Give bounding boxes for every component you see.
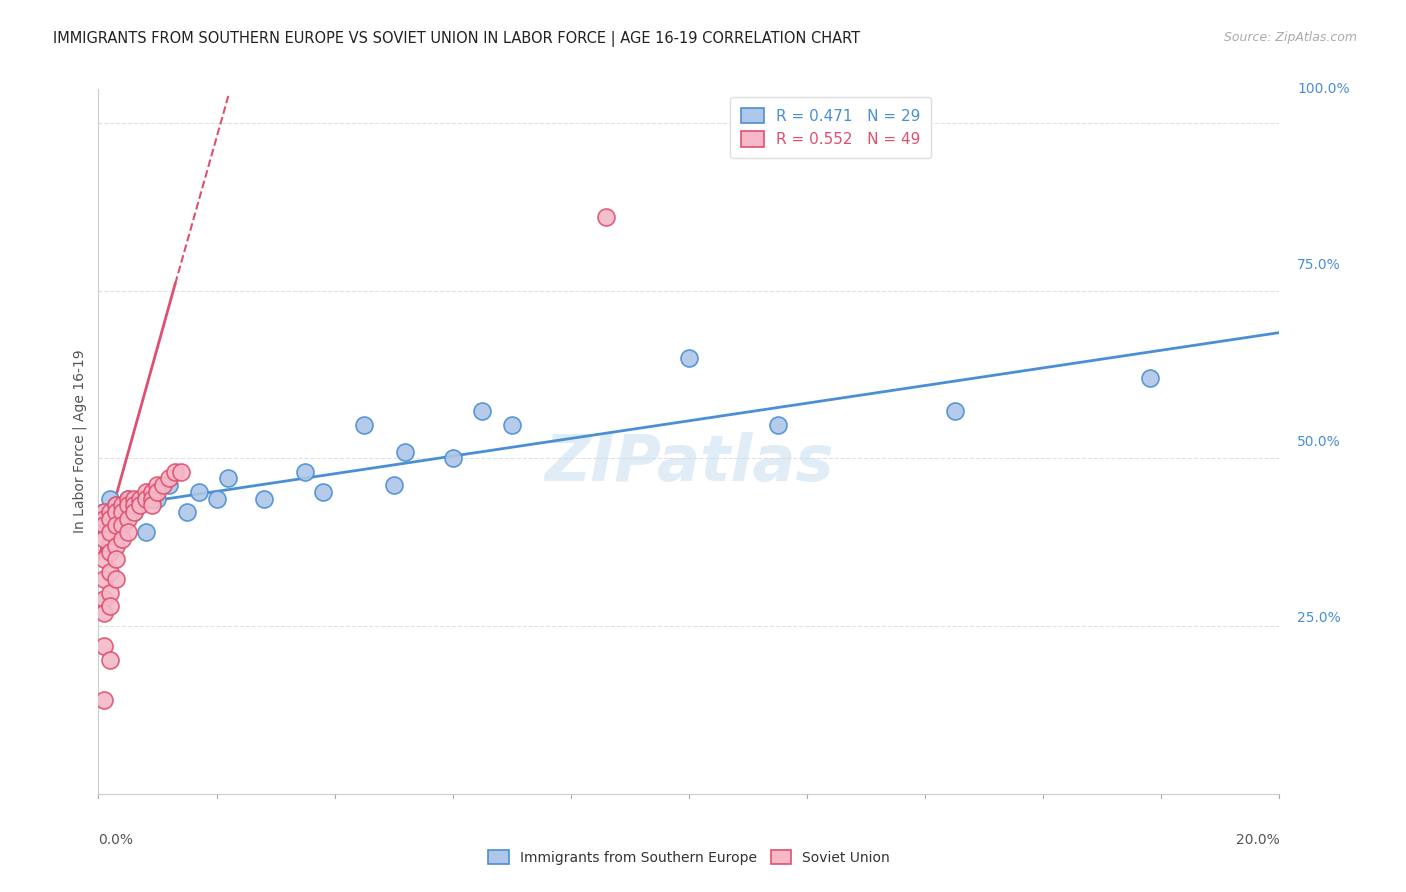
Point <box>135 491 157 506</box>
Text: 50.0%: 50.0% <box>1298 434 1341 449</box>
Point <box>128 491 150 506</box>
Point <box>135 525 157 540</box>
Point <box>98 491 121 506</box>
Point <box>105 518 128 533</box>
Point <box>176 505 198 519</box>
Point <box>105 498 128 512</box>
Point <box>105 572 128 586</box>
Point <box>766 417 789 432</box>
Point <box>141 491 163 506</box>
Point <box>382 478 405 492</box>
Text: 100.0%: 100.0% <box>1298 82 1350 96</box>
Point <box>122 505 145 519</box>
Point <box>157 478 180 492</box>
Point <box>146 484 169 499</box>
Point <box>117 491 139 506</box>
Point <box>312 484 335 499</box>
Point <box>93 532 115 546</box>
Point <box>111 518 134 533</box>
Point <box>471 404 494 418</box>
Point <box>187 484 209 499</box>
Point <box>141 484 163 499</box>
Text: 25.0%: 25.0% <box>1298 611 1341 624</box>
Point <box>117 512 139 526</box>
Point <box>394 444 416 458</box>
Point <box>678 351 700 365</box>
Text: 0.0%: 0.0% <box>98 832 134 847</box>
Point <box>595 210 617 224</box>
Point <box>253 491 276 506</box>
Point <box>93 512 115 526</box>
Point <box>1139 371 1161 385</box>
Text: 75.0%: 75.0% <box>1298 259 1341 272</box>
Point <box>93 505 115 519</box>
Point <box>93 518 115 533</box>
Point <box>141 498 163 512</box>
Point <box>111 518 134 533</box>
Point <box>105 498 128 512</box>
Point <box>294 465 316 479</box>
Point <box>98 585 121 599</box>
Point <box>441 451 464 466</box>
Y-axis label: In Labor Force | Age 16-19: In Labor Force | Age 16-19 <box>73 350 87 533</box>
Point <box>93 592 115 607</box>
Point <box>501 417 523 432</box>
Text: Source: ZipAtlas.com: Source: ZipAtlas.com <box>1223 31 1357 45</box>
Point <box>135 484 157 499</box>
Point <box>117 525 139 540</box>
Point <box>98 653 121 667</box>
Point <box>93 572 115 586</box>
Text: 20.0%: 20.0% <box>1236 832 1279 847</box>
Point <box>98 505 121 519</box>
Point <box>98 525 121 540</box>
Legend: Immigrants from Southern Europe, Soviet Union: Immigrants from Southern Europe, Soviet … <box>481 843 897 871</box>
Text: ZIPatlas: ZIPatlas <box>544 432 834 493</box>
Point <box>93 639 115 653</box>
Point <box>157 471 180 485</box>
Point <box>152 478 174 492</box>
Point <box>111 498 134 512</box>
Point <box>170 465 193 479</box>
Point <box>146 491 169 506</box>
Point <box>93 518 115 533</box>
Point <box>117 491 139 506</box>
Point <box>943 404 966 418</box>
Point <box>98 512 121 526</box>
Point <box>98 599 121 613</box>
Point <box>122 498 145 512</box>
Point <box>93 505 115 519</box>
Point <box>98 545 121 559</box>
Point <box>105 505 128 519</box>
Point <box>141 484 163 499</box>
Point <box>105 539 128 553</box>
Point <box>111 505 134 519</box>
Point <box>122 491 145 506</box>
Text: IMMIGRANTS FROM SOUTHERN EUROPE VS SOVIET UNION IN LABOR FORCE | AGE 16-19 CORRE: IMMIGRANTS FROM SOUTHERN EUROPE VS SOVIE… <box>53 31 860 47</box>
Point <box>122 505 145 519</box>
Point <box>353 417 375 432</box>
Point <box>146 478 169 492</box>
Point <box>105 552 128 566</box>
Point <box>205 491 228 506</box>
Point <box>117 498 139 512</box>
Point <box>111 532 134 546</box>
Point <box>128 498 150 512</box>
Point <box>217 471 239 485</box>
Point <box>93 693 115 707</box>
Point <box>165 465 187 479</box>
Point <box>105 512 128 526</box>
Point <box>93 606 115 620</box>
Point <box>98 566 121 580</box>
Point <box>93 552 115 566</box>
